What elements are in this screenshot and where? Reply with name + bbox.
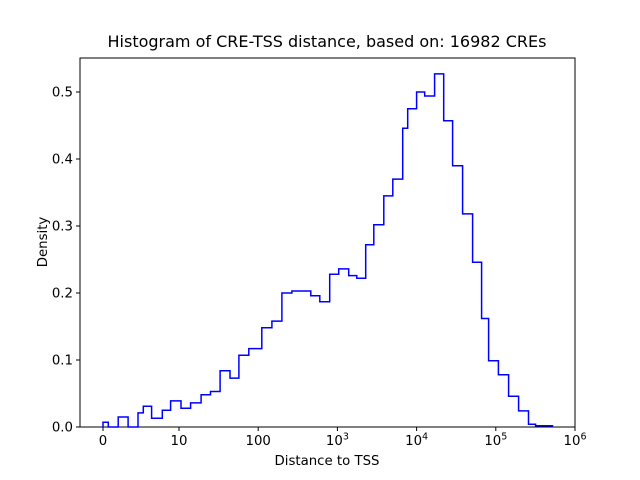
y-tick-label: 0.5	[52, 86, 73, 101]
y-tick-label: 0.2	[52, 287, 73, 302]
y-tick-label: 0.1	[52, 354, 73, 369]
x-tick-label: 100	[246, 434, 271, 449]
y-tick-label: 0.0	[52, 421, 73, 436]
x-axis-ticks: 0 10 100 103 104 105 106	[99, 427, 587, 450]
plot-frame	[79, 57, 576, 428]
x-tick-label: 106	[564, 432, 587, 450]
chart-title: Histogram of CRE-TSS distance, based on:…	[108, 32, 547, 51]
x-tick-label: 105	[484, 432, 507, 450]
x-axis-label: Distance to TSS	[275, 454, 380, 469]
y-axis-label: Density	[36, 217, 51, 268]
x-tick-label: 104	[405, 432, 428, 450]
y-tick-label: 0.4	[52, 153, 73, 168]
histogram-step-line	[102, 73, 554, 428]
x-tick-label: 0	[99, 434, 107, 449]
x-tick-label: 10	[171, 434, 188, 449]
y-tick-label: 0.3	[52, 220, 73, 235]
x-tick-label: 103	[326, 432, 349, 450]
y-axis-ticks: 0.0 0.1 0.2 0.3 0.4 0.5	[52, 86, 80, 436]
